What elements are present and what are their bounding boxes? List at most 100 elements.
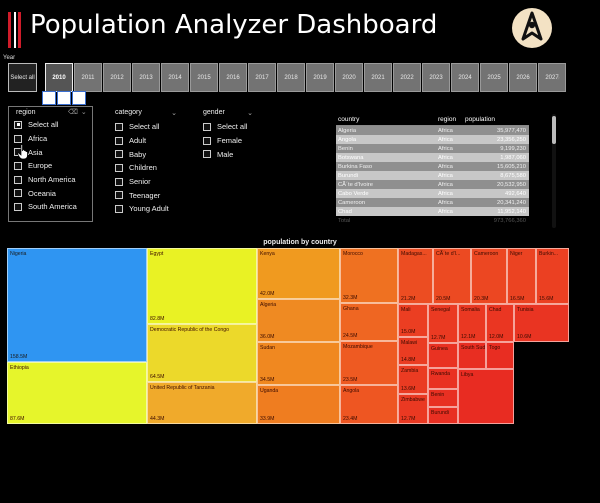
- region-option[interactable]: Oceania: [14, 186, 92, 200]
- treemap-tile[interactable]: Sudan 34.5M: [257, 342, 340, 385]
- treemap-tile[interactable]: Kenya 42.0M: [257, 248, 340, 299]
- table-scrollbar[interactable]: [552, 114, 556, 228]
- treemap-tile[interactable]: Guinea: [428, 343, 458, 368]
- treemap-tile[interactable]: United Republic of Tanzania 44.3M: [147, 382, 257, 424]
- treemap-tile[interactable]: Niger 16.5M: [507, 248, 536, 304]
- table-row[interactable]: Chad Africa 11,952,140: [336, 207, 529, 216]
- checkbox[interactable]: [203, 122, 211, 131]
- treemap-tile[interactable]: Ethiopia 87.6M: [7, 362, 147, 424]
- region-option[interactable]: South America: [14, 200, 92, 214]
- chevron-down-icon[interactable]: ⌄: [171, 110, 177, 117]
- column-header-population[interactable]: population: [465, 116, 495, 123]
- checkbox[interactable]: [14, 161, 22, 170]
- category-option[interactable]: Teenager: [115, 188, 177, 202]
- year-button-2017[interactable]: 2017: [248, 63, 276, 92]
- eraser-icon[interactable]: ⌫: [68, 109, 78, 116]
- year-button-2013[interactable]: 2013: [132, 63, 160, 92]
- gender-option[interactable]: Select all: [203, 120, 253, 134]
- treemap-tile[interactable]: Benin: [428, 389, 458, 407]
- treemap-tile[interactable]: CÃ´te d'I... 20.5M: [433, 248, 471, 304]
- checkbox[interactable]: [14, 189, 22, 198]
- treemap-tile[interactable]: Cameroon 20.3M: [471, 248, 507, 304]
- year-button-2023[interactable]: 2023: [422, 63, 450, 92]
- year-button-2018[interactable]: 2018: [277, 63, 305, 92]
- checkbox[interactable]: [203, 150, 211, 159]
- checkbox[interactable]: [14, 120, 22, 129]
- treemap-tile[interactable]: Zambia 13.6M: [398, 365, 428, 394]
- treemap-tile[interactable]: Rwanda: [428, 368, 458, 389]
- category-option[interactable]: Select all: [115, 120, 177, 134]
- year-button-2019[interactable]: 2019: [306, 63, 334, 92]
- treemap-tile[interactable]: Chad 12.0M: [486, 304, 514, 342]
- treemap-tile[interactable]: Egypt 82.8M: [147, 248, 257, 324]
- table-row[interactable]: Burundi Africa 8,675,580: [336, 171, 529, 180]
- year-select-all-button[interactable]: Select all: [8, 63, 37, 92]
- table-row[interactable]: Botswana Africa 1,987,060: [336, 153, 529, 162]
- treemap-tile[interactable]: Angola 23.4M: [340, 385, 398, 424]
- country-population-table[interactable]: country region population Algeria Africa 3…: [336, 114, 529, 228]
- treemap-tile[interactable]: Burkin... 15.6M: [536, 248, 569, 304]
- region-option[interactable]: Africa: [14, 132, 92, 146]
- table-row[interactable]: Cabo Verde Africa 492,640: [336, 189, 529, 198]
- treemap-tile[interactable]: Zimbabwe 12.7M: [398, 394, 428, 424]
- treemap-tile[interactable]: Mozambique 23.5M: [340, 341, 398, 385]
- year-button-2014[interactable]: 2014: [161, 63, 189, 92]
- chevron-right-icon[interactable]: ›: [557, 72, 560, 82]
- year-button-2022[interactable]: 2022: [393, 63, 421, 92]
- table-row[interactable]: Burkina Faso Africa 15,605,210: [336, 162, 529, 171]
- treemap-tile[interactable]: Algeria 36.0M: [257, 299, 340, 342]
- checkbox[interactable]: [115, 177, 123, 186]
- category-option[interactable]: Adult: [115, 134, 177, 148]
- treemap-tile[interactable]: Malawi 14.8M: [398, 337, 428, 365]
- year-button-2024[interactable]: 2024: [451, 63, 479, 92]
- year-button-2011[interactable]: 2011: [74, 63, 102, 92]
- year-button-2026[interactable]: 2026: [509, 63, 537, 92]
- checkbox[interactable]: [115, 204, 123, 213]
- table-row[interactable]: Algeria Africa 35,977,470: [336, 126, 529, 135]
- treemap-tile[interactable]: Burundi: [428, 407, 458, 424]
- treemap-tile[interactable]: Democratic Republic of the Congo 64.5M: [147, 324, 257, 382]
- treemap-tile[interactable]: South Sudan: [458, 342, 486, 369]
- checkbox[interactable]: [203, 136, 211, 145]
- region-option[interactable]: Select all: [14, 118, 92, 132]
- year-button-2010[interactable]: 2010: [45, 63, 73, 92]
- category-option[interactable]: Senior: [115, 175, 177, 189]
- year-button-2012[interactable]: 2012: [103, 63, 131, 92]
- gender-option[interactable]: Male: [203, 147, 253, 161]
- treemap-tile[interactable]: Tunisia 10.6M: [514, 304, 569, 342]
- treemap-tile[interactable]: Madagas... 21.2M: [398, 248, 433, 304]
- table-row[interactable]: Benin Africa 9,199,230: [336, 144, 529, 153]
- table-row[interactable]: CÃ´te d'Ivoire Africa 20,532,950: [336, 180, 529, 189]
- checkbox[interactable]: [115, 150, 123, 159]
- treemap-tile[interactable]: Somalia 12.1M: [458, 304, 486, 342]
- checkbox[interactable]: [115, 136, 123, 145]
- treemap-tile[interactable]: Togo: [486, 342, 514, 369]
- checkbox[interactable]: [14, 202, 22, 211]
- treemap-tile[interactable]: Senegal 12.7M: [428, 304, 458, 343]
- year-button-2027[interactable]: 2027: [538, 63, 566, 92]
- chevron-down-icon[interactable]: ⌄: [80, 109, 87, 116]
- treemap-tile[interactable]: Nigeria 158.5M: [7, 248, 147, 362]
- treemap-tile[interactable]: Ghana 24.5M: [340, 303, 398, 341]
- checkbox[interactable]: [14, 175, 22, 184]
- checkbox[interactable]: [115, 191, 123, 200]
- year-button-2016[interactable]: 2016: [219, 63, 247, 92]
- year-button-2021[interactable]: 2021: [364, 63, 392, 92]
- treemap-tile[interactable]: Libya: [458, 369, 514, 424]
- scrollbar-thumb[interactable]: [552, 116, 556, 144]
- checkbox[interactable]: [115, 122, 123, 131]
- treemap-tile[interactable]: Morocco 32.3M: [340, 248, 398, 303]
- year-button-2025[interactable]: 2025: [480, 63, 508, 92]
- column-header-region[interactable]: region: [438, 116, 457, 123]
- gender-option[interactable]: Female: [203, 134, 253, 148]
- category-option[interactable]: Baby: [115, 147, 177, 161]
- chevron-down-icon[interactable]: ⌄: [247, 110, 253, 117]
- checkbox[interactable]: [115, 163, 123, 172]
- year-button-2015[interactable]: 2015: [190, 63, 218, 92]
- treemap-tile[interactable]: Mali 15.0M: [398, 304, 428, 337]
- region-option[interactable]: North America: [14, 173, 92, 187]
- treemap-tile[interactable]: Uganda 33.9M: [257, 385, 340, 424]
- category-option[interactable]: Children: [115, 161, 177, 175]
- category-option[interactable]: Young Adult: [115, 202, 177, 216]
- column-header-country[interactable]: country: [338, 116, 360, 123]
